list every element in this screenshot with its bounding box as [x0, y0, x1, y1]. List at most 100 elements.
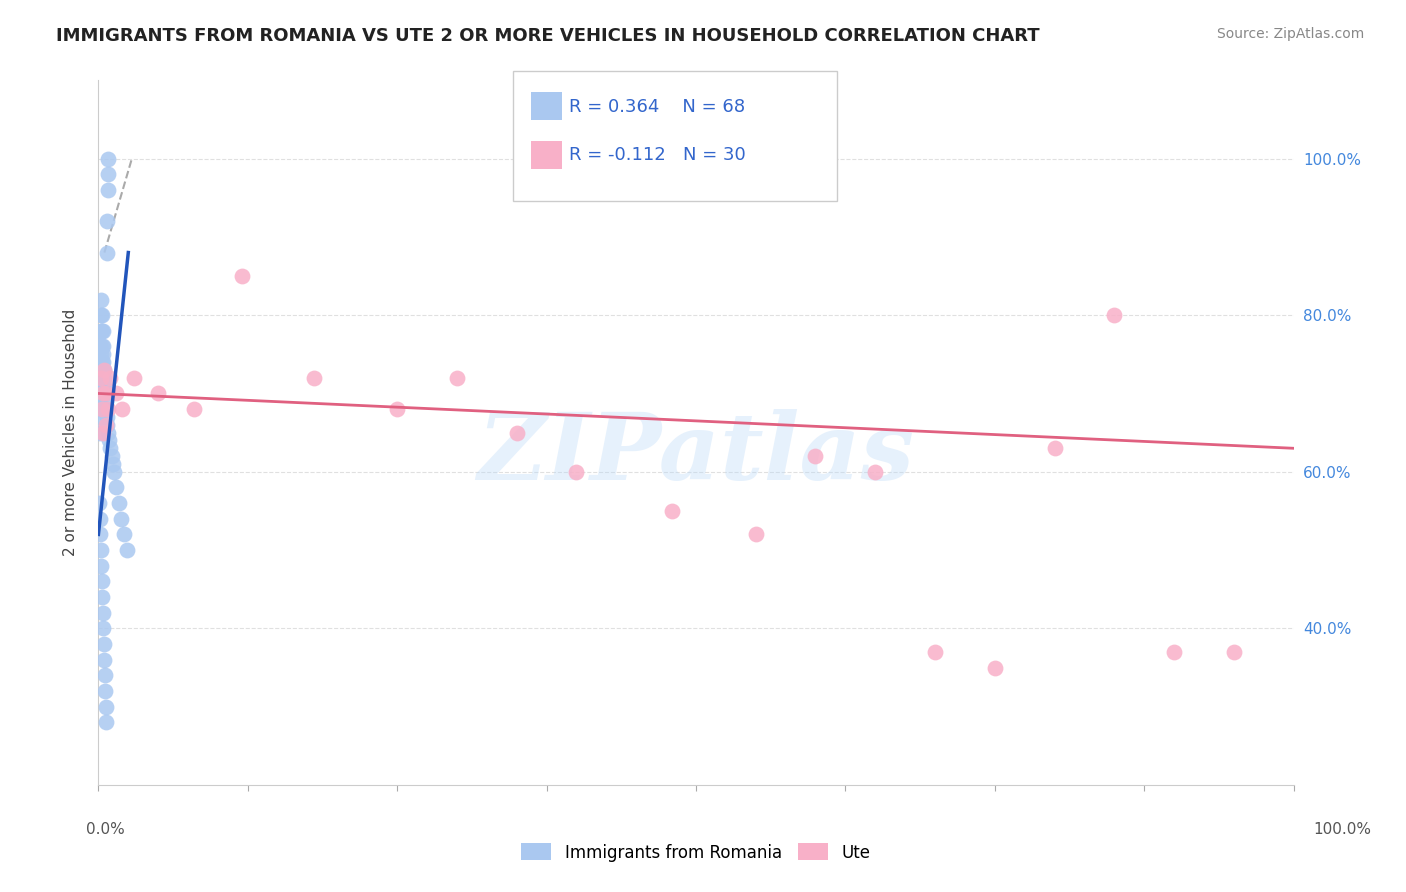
Point	[94, 715, 117, 730]
Point	[1104, 308, 1126, 322]
Point	[91, 378, 114, 392]
Point	[93, 363, 115, 377]
Point	[91, 606, 114, 620]
Point	[865, 465, 887, 479]
Point	[1043, 442, 1066, 456]
Point	[96, 402, 118, 417]
Point	[565, 465, 588, 479]
Point	[90, 363, 112, 377]
Point	[87, 386, 110, 401]
Point	[231, 268, 253, 283]
Point	[89, 409, 111, 424]
Point	[90, 324, 112, 338]
Point	[91, 339, 114, 353]
Point	[96, 409, 118, 424]
Point	[91, 324, 114, 338]
Point	[110, 512, 132, 526]
Point	[98, 371, 122, 385]
Point	[661, 504, 683, 518]
Point	[97, 425, 120, 440]
Point	[90, 308, 112, 322]
Point	[90, 347, 112, 361]
Point	[804, 449, 827, 463]
Point	[91, 347, 114, 361]
Point	[90, 324, 112, 338]
Point	[112, 527, 135, 541]
Point	[1223, 645, 1246, 659]
Point	[93, 355, 115, 369]
Point	[91, 425, 114, 440]
Y-axis label: 2 or more Vehicles in Household: 2 or more Vehicles in Household	[63, 309, 77, 557]
Point	[446, 371, 468, 385]
Text: Source: ZipAtlas.com: Source: ZipAtlas.com	[1216, 27, 1364, 41]
Point	[89, 402, 111, 417]
Point	[96, 214, 118, 228]
Point	[100, 449, 122, 463]
Text: R = 0.364    N = 68: R = 0.364 N = 68	[569, 98, 745, 116]
Point	[89, 512, 111, 526]
Point	[89, 339, 111, 353]
Point	[91, 621, 114, 635]
Point	[93, 371, 115, 385]
Point	[93, 378, 115, 392]
Point	[124, 371, 146, 385]
Point	[91, 339, 114, 353]
Point	[103, 465, 125, 479]
Point	[93, 668, 115, 682]
Point	[93, 363, 115, 377]
Point	[91, 371, 114, 385]
Point	[96, 183, 118, 197]
Point	[98, 442, 122, 456]
Point	[1163, 645, 1185, 659]
Point	[90, 543, 112, 558]
Point	[90, 355, 112, 369]
Point	[96, 417, 118, 432]
Point	[506, 425, 529, 440]
Text: R = -0.112   N = 30: R = -0.112 N = 30	[569, 146, 747, 164]
Point	[148, 386, 170, 401]
Text: ZIPatlas: ZIPatlas	[478, 409, 914, 499]
Point	[97, 152, 120, 166]
Point	[89, 527, 111, 541]
Point	[91, 386, 114, 401]
Point	[94, 394, 117, 409]
Point	[89, 496, 111, 510]
Point	[101, 457, 124, 471]
Point	[93, 637, 115, 651]
Point	[90, 371, 112, 385]
Point	[115, 543, 138, 558]
Point	[302, 371, 325, 385]
Point	[97, 402, 120, 417]
Point	[96, 245, 118, 260]
Text: 100.0%: 100.0%	[1313, 822, 1372, 837]
Point	[924, 645, 946, 659]
Point	[98, 434, 121, 448]
Point	[94, 699, 117, 714]
Point	[89, 394, 111, 409]
Point	[984, 660, 1007, 674]
Point	[745, 527, 768, 541]
Text: IMMIGRANTS FROM ROMANIA VS UTE 2 OR MORE VEHICLES IN HOUSEHOLD CORRELATION CHART: IMMIGRANTS FROM ROMANIA VS UTE 2 OR MORE…	[56, 27, 1040, 45]
Point	[89, 371, 111, 385]
Text: 0.0%: 0.0%	[86, 822, 125, 837]
Point	[97, 167, 120, 181]
Point	[90, 371, 112, 385]
Point	[89, 425, 111, 440]
Point	[90, 293, 112, 307]
Point	[93, 653, 115, 667]
Point	[91, 324, 114, 338]
Point	[91, 363, 114, 377]
Point	[105, 386, 128, 401]
Point	[91, 386, 114, 401]
Legend: Immigrants from Romania, Ute: Immigrants from Romania, Ute	[515, 837, 877, 868]
Point	[90, 378, 112, 392]
Point	[183, 402, 205, 417]
Point	[105, 480, 128, 494]
Point	[91, 402, 114, 417]
Point	[94, 386, 117, 401]
Point	[96, 386, 118, 401]
Point	[91, 386, 114, 401]
Point	[90, 574, 112, 589]
Point	[91, 590, 114, 604]
Point	[90, 558, 112, 573]
